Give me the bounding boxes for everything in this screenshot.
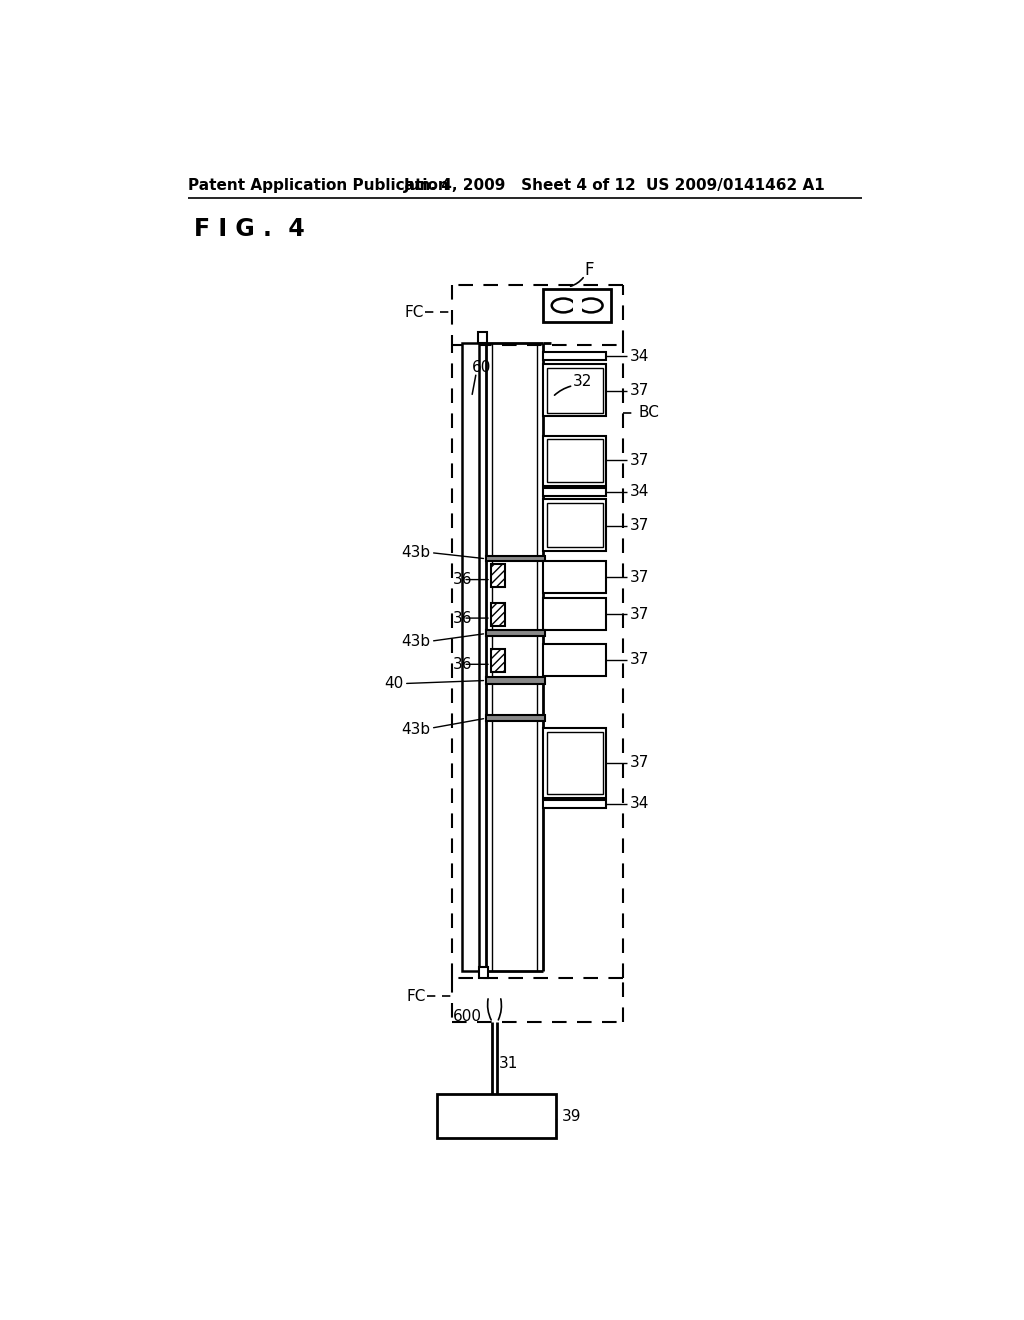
Text: US 2009/0141462 A1: US 2009/0141462 A1 <box>646 178 825 193</box>
Text: FC: FC <box>407 989 426 1003</box>
Text: Jun. 4, 2009   Sheet 4 of 12: Jun. 4, 2009 Sheet 4 of 12 <box>403 178 637 193</box>
Text: 34: 34 <box>630 484 649 499</box>
Bar <box>547 368 602 412</box>
Bar <box>547 440 602 482</box>
Bar <box>490 603 505 626</box>
Text: 37: 37 <box>630 607 649 622</box>
Bar <box>486 677 545 684</box>
Text: BC: BC <box>639 405 659 420</box>
Text: F I G .  4: F I G . 4 <box>194 218 304 242</box>
Text: 36: 36 <box>453 572 472 587</box>
Text: 43b: 43b <box>401 722 431 738</box>
Text: 43b: 43b <box>401 545 431 560</box>
Bar <box>544 352 606 360</box>
Bar <box>547 503 602 548</box>
Bar <box>478 966 487 978</box>
Text: 34: 34 <box>630 348 649 364</box>
Bar <box>572 298 582 313</box>
Bar <box>544 436 606 486</box>
Ellipse shape <box>552 298 574 313</box>
Text: 37: 37 <box>630 755 649 771</box>
Bar <box>544 644 606 676</box>
Text: 600: 600 <box>453 1010 481 1024</box>
Text: 60: 60 <box>472 360 492 375</box>
Bar <box>486 556 545 561</box>
Ellipse shape <box>580 298 602 313</box>
Text: $\propto$: $\propto$ <box>578 302 581 308</box>
Bar <box>544 289 611 322</box>
Bar <box>544 598 606 631</box>
Text: 37: 37 <box>630 519 649 533</box>
Text: 43b: 43b <box>401 634 431 648</box>
Text: 31: 31 <box>499 1056 518 1071</box>
Text: 37: 37 <box>630 383 649 399</box>
Bar <box>490 564 505 587</box>
Bar <box>486 631 545 636</box>
Bar <box>544 561 606 594</box>
Text: 37: 37 <box>630 570 649 585</box>
Text: 32: 32 <box>573 374 593 389</box>
Bar <box>544 488 606 496</box>
Bar <box>544 729 606 797</box>
Text: 40: 40 <box>385 676 403 692</box>
Text: Patent Application Publication: Patent Application Publication <box>188 178 450 193</box>
Text: 39: 39 <box>562 1109 582 1123</box>
Bar <box>547 733 602 793</box>
Bar <box>544 364 606 416</box>
Text: 36: 36 <box>453 657 472 672</box>
Text: 37: 37 <box>630 652 649 667</box>
Text: 34: 34 <box>630 796 649 812</box>
Bar <box>462 343 478 970</box>
Text: 37: 37 <box>630 453 649 467</box>
Bar <box>544 499 606 552</box>
Text: FC: FC <box>404 305 424 319</box>
Bar <box>478 331 487 343</box>
Bar <box>544 800 606 808</box>
Bar <box>486 715 545 721</box>
Text: 36: 36 <box>453 611 472 626</box>
Bar <box>490 649 505 672</box>
Bar <box>437 1094 556 1138</box>
Text: F: F <box>585 261 594 279</box>
